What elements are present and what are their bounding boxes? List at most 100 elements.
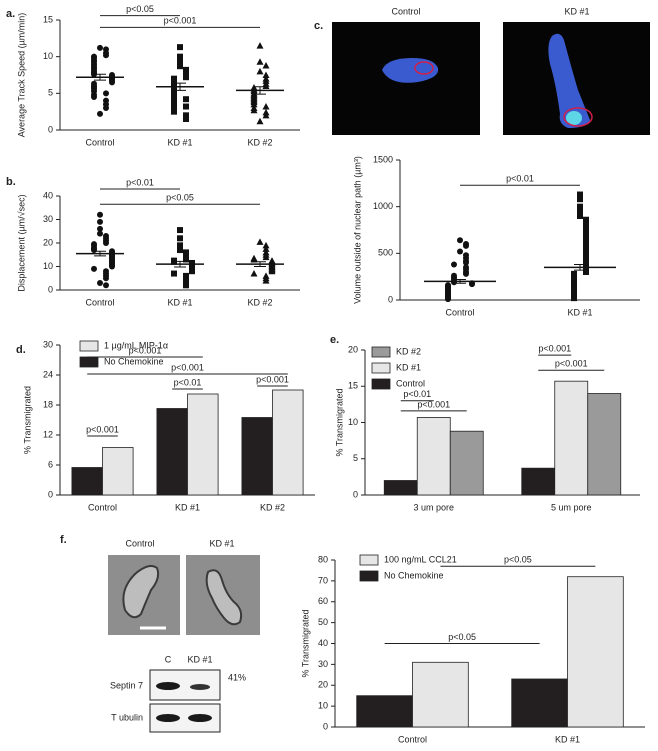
significance-label: p<0.001 [129, 345, 162, 355]
y-tick-label: 20 [43, 237, 53, 247]
dot [577, 203, 583, 210]
dot [177, 247, 183, 254]
dot [177, 242, 183, 249]
y-tick-label: 0 [48, 124, 53, 134]
bar [383, 480, 418, 496]
dot [183, 256, 189, 263]
y-tick-label: 60 [318, 596, 328, 606]
dot [97, 225, 103, 232]
error-bar [174, 260, 186, 268]
bar [511, 678, 568, 728]
dot [103, 90, 109, 97]
significance-label: p<0.01 [174, 377, 202, 387]
y-tick-label: 10 [318, 701, 328, 711]
significance-label: p<0.05 [448, 632, 476, 642]
y-tick-label: 80 [318, 554, 328, 564]
image-title: Control [125, 538, 154, 548]
significance-label: p<0.001 [555, 359, 588, 369]
dot [177, 63, 183, 70]
dot [457, 237, 463, 244]
dot [177, 235, 183, 242]
x-tick-label: KD #2 [247, 137, 272, 147]
dot [171, 270, 177, 277]
bar [554, 380, 589, 496]
dot [177, 227, 183, 234]
dot [451, 279, 457, 286]
y-tick-label: 15 [43, 14, 53, 24]
panel-label: c. [314, 20, 323, 32]
bar [156, 408, 188, 496]
legend-swatch [371, 346, 391, 358]
dot [109, 263, 115, 270]
dot [583, 227, 589, 234]
blot-note: 41% [228, 672, 246, 682]
dot [97, 211, 103, 218]
dot [256, 117, 264, 125]
dot [109, 79, 115, 86]
cell-images: Control KD #1 [108, 538, 260, 635]
y-axis-label: % Transmigrated [22, 386, 32, 454]
dot [97, 218, 103, 225]
dot [457, 248, 463, 255]
lane-label: C [165, 654, 172, 664]
dot [583, 224, 589, 231]
dot [262, 111, 270, 119]
bar [272, 389, 304, 496]
dot [183, 282, 189, 289]
x-tick-label: KD #1 [567, 307, 592, 317]
panel-label: d. [16, 344, 26, 356]
dot [463, 259, 469, 266]
error-bar [94, 73, 106, 81]
dot [250, 100, 258, 108]
dot [262, 71, 270, 78]
significance-label: p<0.001 [256, 374, 289, 384]
legend-label: KD #1 [396, 362, 421, 372]
legend-swatch [371, 378, 391, 390]
image-title: Control [391, 6, 420, 16]
legend-label: No Chemokine [104, 356, 164, 366]
y-axis-label: Volume outside of nuclear path (µm³) [352, 156, 362, 304]
y-tick-label: 30 [318, 659, 328, 669]
significance-label: p<0.05 [126, 4, 154, 14]
bar [356, 695, 413, 728]
y-tick-label: 0 [48, 284, 53, 294]
bar [521, 467, 556, 496]
legend-label: KD #2 [396, 346, 421, 356]
dot [103, 52, 109, 59]
significance-label: p<0.001 [538, 343, 571, 353]
legend-label: 1 µg/mL MIP-1α [104, 340, 168, 350]
legend-swatch [79, 356, 99, 368]
bar [412, 661, 469, 728]
bar [567, 576, 624, 728]
y-tick-label: 10 [43, 261, 53, 271]
legend-swatch [371, 362, 391, 374]
dot [262, 61, 270, 69]
error-bar [454, 278, 466, 284]
dot [250, 255, 258, 263]
error-bar [174, 82, 186, 91]
x-tick-label: 5 um pore [551, 502, 592, 512]
y-axis-label: Displacement (µm/√sec) [16, 194, 26, 291]
x-tick-label: KD #1 [175, 502, 200, 512]
significance-label: p<0.001 [164, 16, 197, 26]
y-tick-label: 10 [348, 417, 358, 427]
dot [583, 269, 589, 275]
bar [187, 393, 219, 496]
legend-swatch [79, 340, 99, 352]
dot [262, 82, 270, 89]
bar [102, 447, 134, 496]
dot [250, 106, 258, 114]
dot [583, 216, 589, 223]
y-tick-label: 1500 [373, 154, 393, 164]
panel-label: b. [6, 176, 16, 188]
y-tick-label: 50 [318, 617, 328, 627]
dot [103, 275, 109, 282]
y-axis-label: % Transmigrated [300, 609, 310, 677]
error-bar [94, 250, 106, 257]
dot [469, 281, 475, 288]
significance-label: p<0.001 [86, 424, 119, 434]
y-axis-label: % Transmigrated [334, 388, 344, 456]
dot [256, 238, 264, 245]
dot [97, 44, 103, 51]
